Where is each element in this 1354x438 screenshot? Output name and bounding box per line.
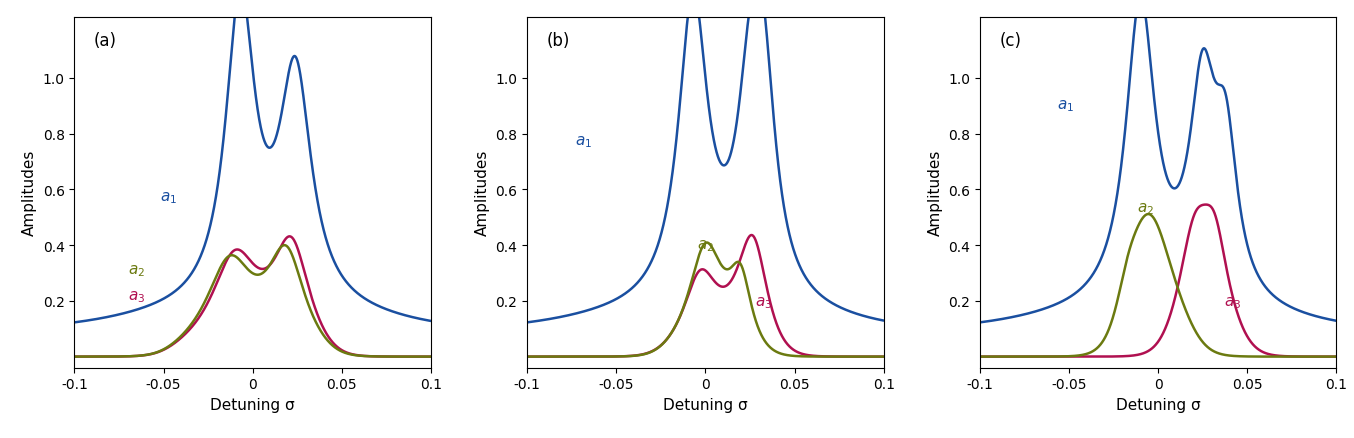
Text: (a): (a) [93,32,116,49]
Y-axis label: Amplitudes: Amplitudes [22,150,37,236]
Text: $a_3$: $a_3$ [127,289,145,304]
Y-axis label: Amplitudes: Amplitudes [475,150,490,236]
Text: $a_3$: $a_3$ [1224,294,1242,310]
Text: $a_1$: $a_1$ [575,134,593,150]
Text: $a_1$: $a_1$ [1056,98,1074,114]
X-axis label: Detuning σ: Detuning σ [1116,397,1201,412]
Text: $a_1$: $a_1$ [160,190,177,206]
Text: $a_2$: $a_2$ [1137,201,1154,217]
Text: $a_3$: $a_3$ [756,294,773,310]
X-axis label: Detuning σ: Detuning σ [663,397,747,412]
X-axis label: Detuning σ: Detuning σ [210,397,295,412]
Y-axis label: Amplitudes: Amplitudes [927,150,942,236]
Text: (c): (c) [999,32,1021,49]
Text: $a_2$: $a_2$ [127,262,145,278]
Text: $a_2$: $a_2$ [696,237,714,253]
Text: (b): (b) [547,32,570,49]
